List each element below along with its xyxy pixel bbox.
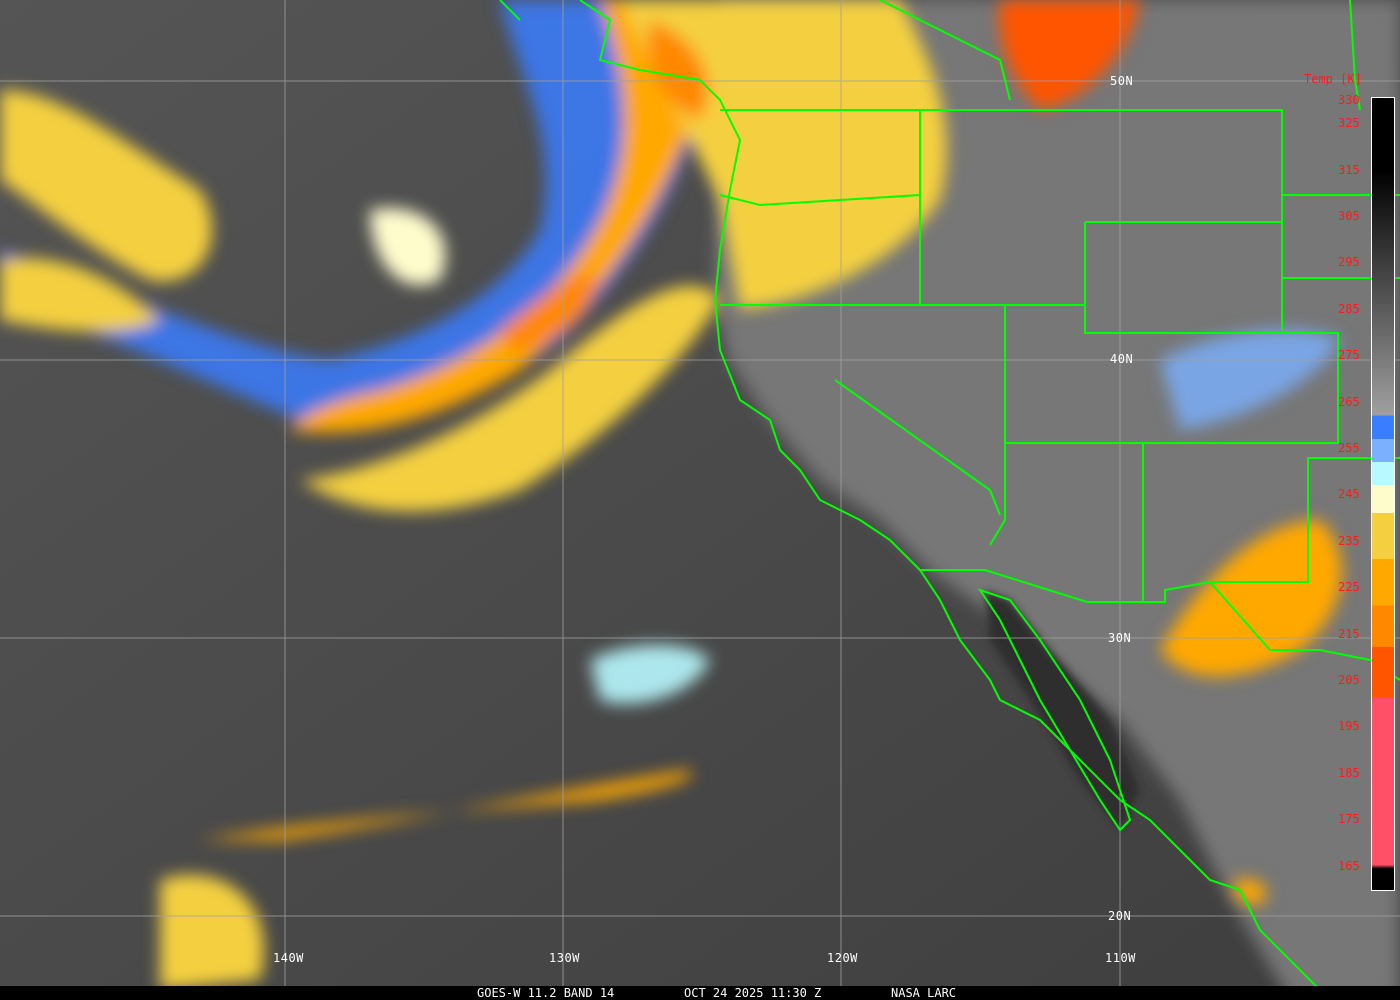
colorbar-tick-label: 295 (1338, 255, 1360, 270)
lat-label-40n: 40N (1110, 352, 1134, 366)
lat-label-20n: 20N (1108, 909, 1132, 923)
colorbar-tick-label: 255 (1338, 441, 1360, 455)
colorbar-tick-label: 215 (1338, 626, 1360, 641)
colorbar-tick-label: 185 (1338, 765, 1360, 780)
caption-bar: GOES-W 11.2 BAND 14 OCT 24 2025 11:30 Z … (0, 986, 1400, 1000)
colorbar-tick-label: 175 (1338, 812, 1360, 827)
cloud-tops (0, 0, 1342, 990)
lat-label-30n: 30N (1108, 631, 1132, 645)
temperature-colorbar (1371, 97, 1395, 891)
colorbar-tick-label: 165 (1338, 858, 1360, 873)
colorbar-tick-label: 235 (1338, 533, 1360, 548)
colorbar-tick-label: 265 (1338, 394, 1360, 409)
colorbar-tick-label: 305 (1338, 209, 1360, 223)
colorbar-tick-label: 245 (1338, 487, 1360, 502)
colorbar-tick-label: 330 (1338, 93, 1360, 107)
caption-satellite: GOES-W 11.2 BAND 14 (477, 986, 615, 1000)
lon-label-120w: 120W (827, 951, 858, 965)
lat-label-50n: 50N (1110, 74, 1134, 88)
colorbar-tick-label: 205 (1338, 673, 1360, 687)
caption-datetime: OCT 24 2025 11:30 Z (684, 986, 822, 1000)
colorbar-tick-label: 225 (1338, 580, 1360, 595)
legend-title: Temp [K] (1304, 72, 1362, 86)
colorbar-tick-label: 195 (1338, 719, 1360, 734)
lon-label-130w: 130W (549, 951, 580, 965)
caption-source: NASA LARC (891, 986, 957, 1000)
lon-label-140w: 140W (273, 951, 304, 965)
colorbar-tick-label: 285 (1338, 301, 1360, 316)
lon-label-110w: 110W (1105, 951, 1136, 965)
colorbar-tick-label: 315 (1338, 162, 1360, 177)
colorbar-tick-label: 275 (1338, 348, 1360, 363)
political-boundaries (499, 0, 1400, 991)
colorbar-tick-label: 325 (1338, 116, 1360, 131)
